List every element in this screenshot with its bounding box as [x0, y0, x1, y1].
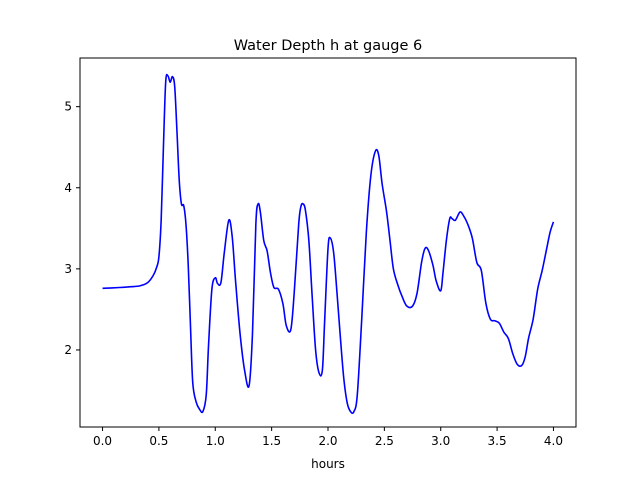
- x-tick-label: 2.0: [318, 434, 337, 448]
- x-tick-label: 0.0: [93, 434, 112, 448]
- chart-title: Water Depth h at gauge 6: [234, 38, 422, 54]
- y-tick-label: 3: [64, 262, 72, 276]
- x-tick-label: 1.5: [262, 434, 281, 448]
- x-axis-label: hours: [311, 457, 345, 471]
- y-tick-label: 4: [64, 181, 72, 195]
- y-axis: 2 3 4 5: [64, 100, 80, 357]
- y-tick-label: 2: [64, 343, 72, 357]
- x-tick-label: 3.0: [431, 434, 450, 448]
- x-tick-label: 0.5: [149, 434, 168, 448]
- x-tick-label: 3.5: [488, 434, 507, 448]
- y-tick-label: 5: [64, 100, 72, 114]
- series-line: [102, 73, 555, 415]
- x-tick-label: 2.5: [375, 434, 394, 448]
- x-axis: 0.0 0.5 1.0 1.5 2.0 2.5 3.0 3.5 4.0: [93, 427, 563, 448]
- x-tick-label: 4.0: [544, 434, 563, 448]
- series-layer: [102, 73, 555, 415]
- x-tick-label: 1.0: [206, 434, 225, 448]
